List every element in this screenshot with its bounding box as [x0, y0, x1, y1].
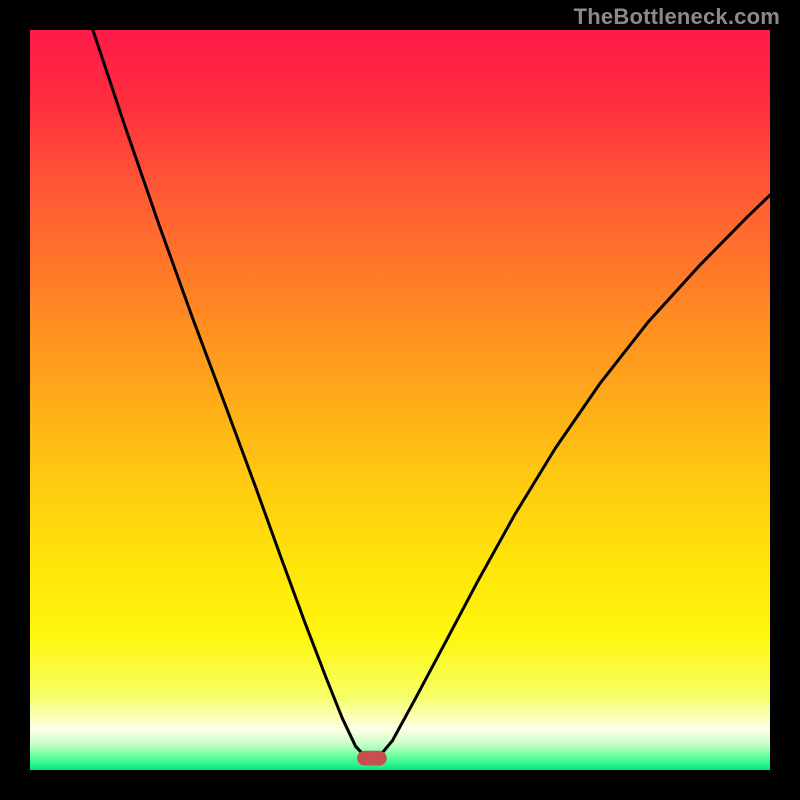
chart-container: TheBottleneck.com: [0, 0, 800, 800]
bottleneck-chart: [0, 0, 800, 800]
optimal-point-marker: [357, 751, 387, 766]
watermark-label: TheBottleneck.com: [574, 4, 780, 30]
plot-background: [30, 30, 770, 770]
